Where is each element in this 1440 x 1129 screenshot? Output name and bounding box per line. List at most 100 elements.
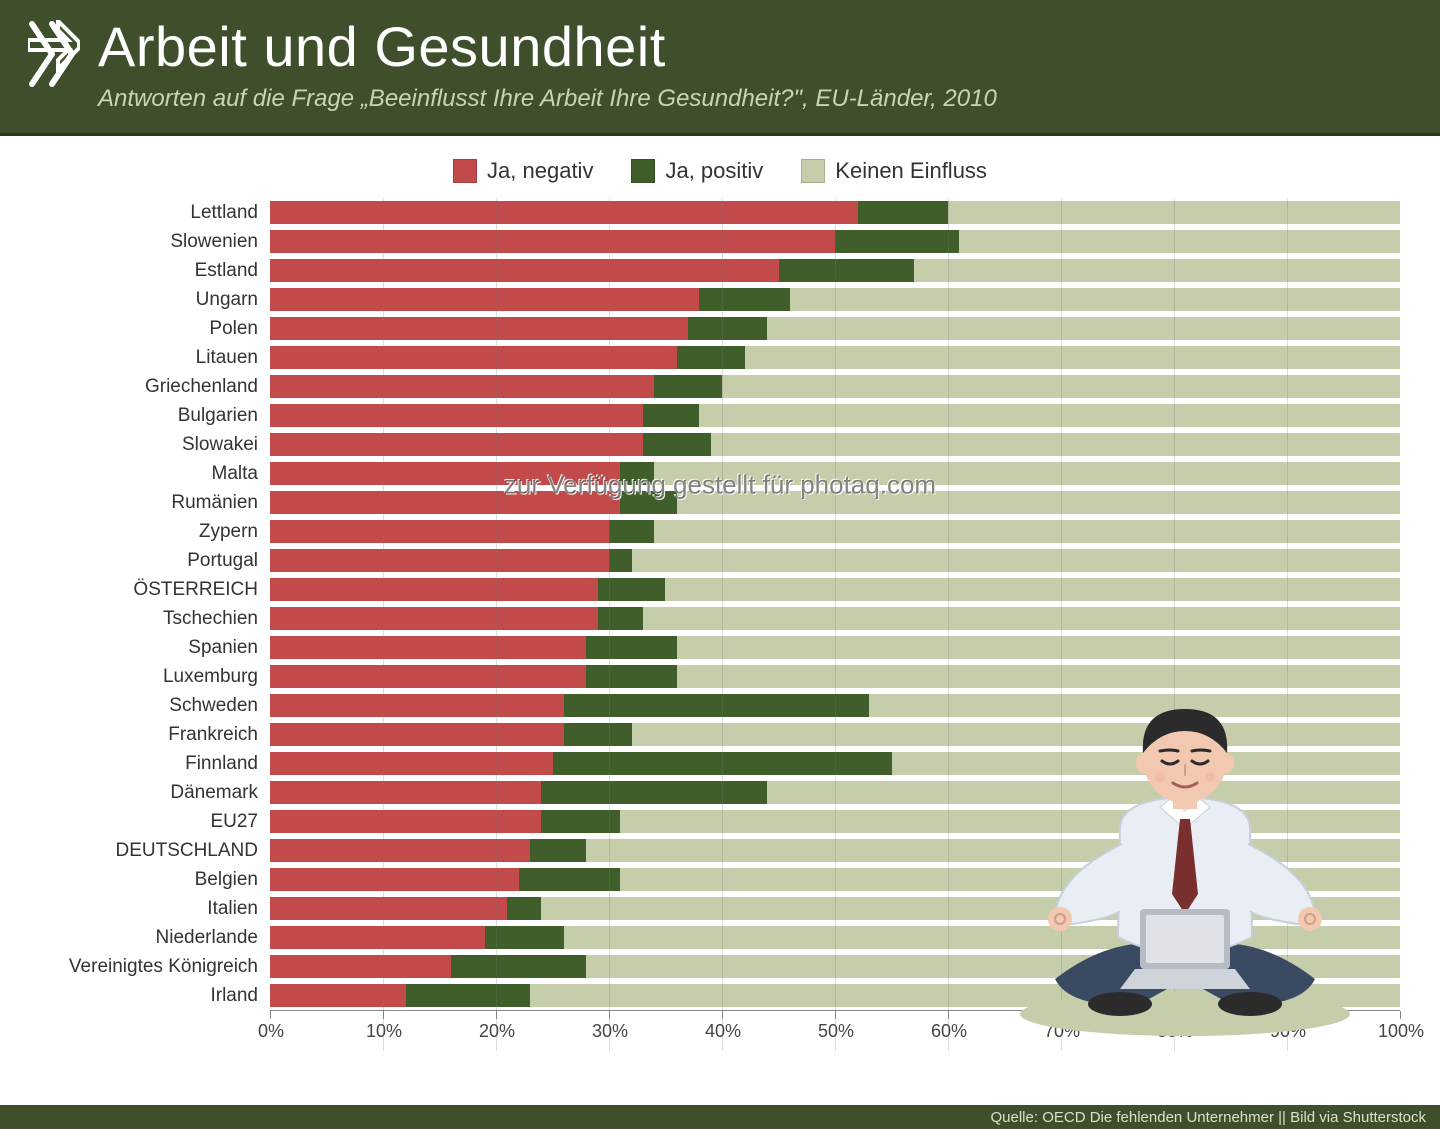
bar-segment-neg (270, 375, 654, 398)
bar-segment-pos (519, 868, 621, 891)
bar-row (270, 404, 1400, 427)
bar-segment-pos (541, 810, 620, 833)
bar-segment-none (541, 897, 1400, 920)
bar-segment-none (586, 955, 1400, 978)
x-tick: 70% (1061, 1011, 1062, 1019)
bar-segment-pos (451, 955, 587, 978)
bar-row (270, 839, 1400, 862)
bar-segment-none (790, 288, 1400, 311)
country-label: Litauen (40, 348, 270, 367)
bar-segment-none (677, 636, 1400, 659)
country-label: Frankreich (40, 725, 270, 744)
bar-row (270, 520, 1400, 543)
bar-segment-neg (270, 549, 609, 572)
x-tick-label: 30% (592, 1021, 628, 1042)
country-label: Zypern (40, 522, 270, 541)
bar-segment-neg (270, 259, 779, 282)
bar-row (270, 491, 1400, 514)
x-tick: 50% (835, 1011, 836, 1019)
bar-segment-pos (598, 607, 643, 630)
country-label: Lettland (40, 203, 270, 222)
bar-segment-pos (620, 491, 677, 514)
bar-segment-pos (835, 230, 959, 253)
page-title: Arbeit und Gesundheit (98, 14, 1412, 79)
bar-segment-pos (688, 317, 767, 340)
bar-segment-neg (270, 810, 541, 833)
bar-segment-pos (553, 752, 892, 775)
bar-segment-neg (270, 665, 586, 688)
bar-segment-neg (270, 752, 553, 775)
bar-row (270, 694, 1400, 717)
bar-segment-neg (270, 346, 677, 369)
legend-label: Ja, positiv (665, 158, 763, 184)
bar-segment-pos (609, 549, 632, 572)
x-tick: 40% (722, 1011, 723, 1019)
bar-row (270, 462, 1400, 485)
x-tick-label: 40% (705, 1021, 741, 1042)
chart-area: LettlandSlowenienEstlandUngarnPolenLitau… (40, 198, 1400, 1051)
bar-segment-none (632, 549, 1400, 572)
bar-segment-pos (564, 723, 632, 746)
bar-segment-none (632, 723, 1400, 746)
bar-segment-none (677, 491, 1400, 514)
bar-row (270, 259, 1400, 282)
x-tick: 0% (270, 1011, 271, 1019)
bar-segment-neg (270, 955, 451, 978)
bar-segment-none (711, 433, 1400, 456)
x-tick-label: 80% (1157, 1021, 1193, 1042)
bar-segment-neg (270, 491, 620, 514)
country-label: Bulgarien (40, 406, 270, 425)
bar-segment-none (530, 984, 1400, 1007)
legend-swatch (453, 159, 477, 183)
bar-segment-neg (270, 868, 519, 891)
bar-row (270, 433, 1400, 456)
bar-segment-pos (485, 926, 564, 949)
bar-row (270, 810, 1400, 833)
country-label: Rumänien (40, 493, 270, 512)
bar-segment-pos (643, 433, 711, 456)
bar-segment-pos (530, 839, 587, 862)
legend: Ja, negativ Ja, positiv Keinen Einfluss (0, 136, 1440, 194)
source-line: Quelle: OECD Die fehlenden Unternehmer |… (0, 1105, 1440, 1129)
header-titles: Arbeit und Gesundheit Antworten auf die … (98, 14, 1412, 113)
bar-row (270, 897, 1400, 920)
bar-segment-none (654, 520, 1400, 543)
x-tick-label: 90% (1270, 1021, 1306, 1042)
bar-segment-neg (270, 607, 598, 630)
country-label: EU27 (40, 812, 270, 831)
country-label: Portugal (40, 551, 270, 570)
bar-segment-neg (270, 984, 406, 1007)
bar-row (270, 781, 1400, 804)
bar-row (270, 868, 1400, 891)
bar-segment-none (620, 868, 1400, 891)
country-label: Ungarn (40, 290, 270, 309)
x-tick-label: 50% (818, 1021, 854, 1042)
country-label: ÖSTERREICH (40, 580, 270, 599)
country-label: Niederlande (40, 928, 270, 947)
bar-segment-neg (270, 317, 688, 340)
x-tick: 80% (1174, 1011, 1175, 1019)
x-tick: 100% (1400, 1011, 1401, 1019)
bar-segment-neg (270, 723, 564, 746)
legend-label: Keinen Einfluss (835, 158, 987, 184)
x-tick-label: 70% (1044, 1021, 1080, 1042)
legend-label: Ja, negativ (487, 158, 593, 184)
x-tick: 90% (1287, 1011, 1288, 1019)
bar-segment-none (586, 839, 1400, 862)
bar-row (270, 926, 1400, 949)
bar-segment-none (767, 317, 1400, 340)
bar-segment-pos (643, 404, 700, 427)
bar-row (270, 984, 1400, 1007)
bar-row (270, 201, 1400, 224)
bar-row (270, 723, 1400, 746)
x-tick-label: 20% (479, 1021, 515, 1042)
country-label: Slowenien (40, 232, 270, 251)
bar-segment-neg (270, 201, 858, 224)
x-tick-label: 10% (366, 1021, 402, 1042)
bar-segment-pos (586, 636, 676, 659)
x-tick: 20% (496, 1011, 497, 1019)
bar-segment-pos (598, 578, 666, 601)
country-label: Vereinigtes Königreich (40, 957, 270, 976)
bar-segment-neg (270, 839, 530, 862)
bar-row (270, 375, 1400, 398)
